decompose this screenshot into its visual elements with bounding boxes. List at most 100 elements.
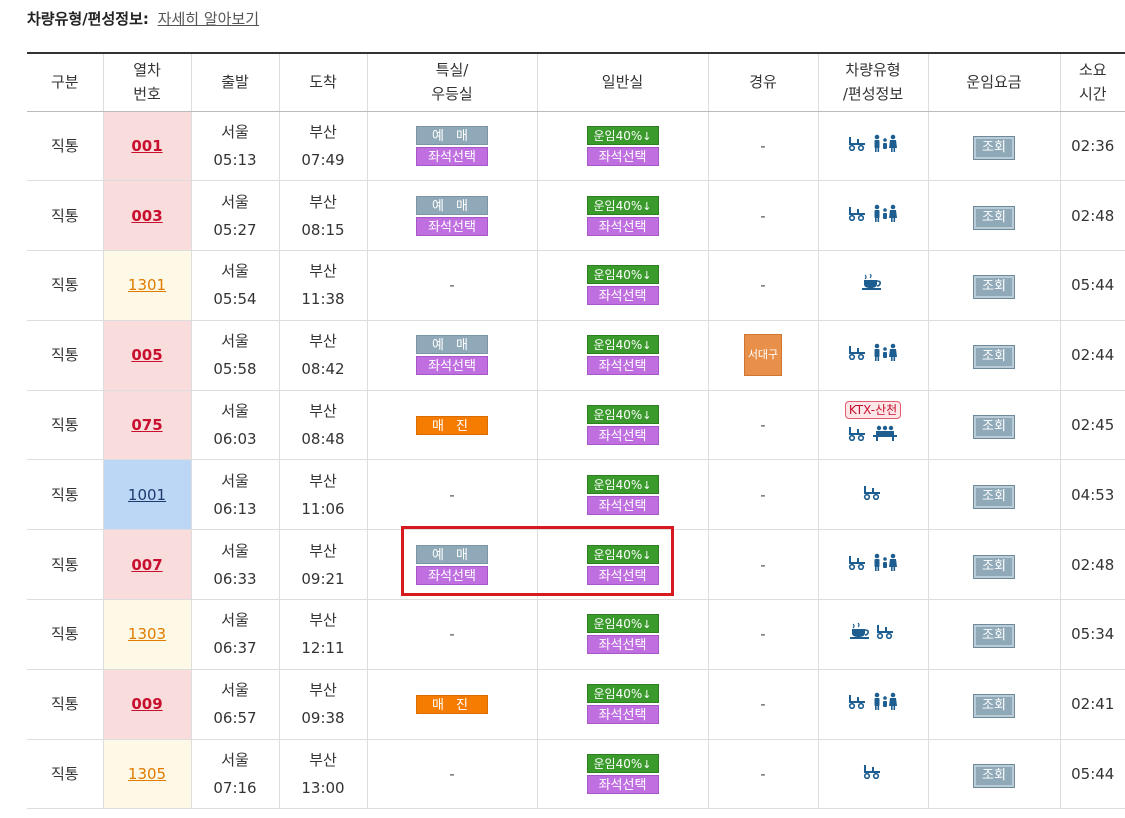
general-discount-button[interactable]: 운임40%↓ xyxy=(586,684,659,704)
family-icon xyxy=(872,204,898,222)
train-no-link[interactable]: 1301 xyxy=(127,276,167,295)
cell-arrive: 부산 07:49 xyxy=(278,111,367,182)
cartype-icons[interactable] xyxy=(848,692,898,711)
train-no-link[interactable]: 007 xyxy=(131,555,163,574)
cell-cartype xyxy=(817,599,928,670)
cell-special: 예 매 좌석선택 xyxy=(366,180,537,252)
learn-more-link[interactable]: 자세히 알아보기 xyxy=(157,10,260,28)
train-no-link[interactable]: 009 xyxy=(131,695,163,714)
cell-depart: 서울 05:13 xyxy=(190,111,279,182)
cartype-icons[interactable] xyxy=(848,425,898,441)
special-seat-select-button[interactable]: 좌석선택 xyxy=(416,565,488,585)
special-reserve-button[interactable]: 예 매 xyxy=(416,195,488,215)
cartype-icons[interactable] xyxy=(850,623,896,640)
col-special: 특실/우등실 xyxy=(366,52,537,112)
general-seat-select-button[interactable]: 좌석선택 xyxy=(586,356,659,376)
special-reserve-button[interactable]: 예 매 xyxy=(416,544,488,564)
table-row: 직통 075 서울 06:03 부산 08:48 매 진 운임40%↓ 좌석선택 - KTX-산천 조… xyxy=(27,390,1125,461)
general-discount-button[interactable]: 운임40%↓ xyxy=(586,125,659,145)
general-discount-button[interactable]: 운임40%↓ xyxy=(586,614,659,634)
cell-depart: 서울 05:58 xyxy=(190,320,279,391)
table-row: 직통 007 서울 06:33 부산 09:21 예 매 좌석선택 운임40%↓ 좌석선택 - 조회 0… xyxy=(27,529,1125,601)
cell-general: 운임40%↓ 좌석선택 xyxy=(536,250,708,321)
wheelchair-icon xyxy=(848,554,868,570)
cartype-icons[interactable] xyxy=(848,204,898,222)
fare-lookup-button[interactable]: 조회 xyxy=(973,554,1015,579)
train-no-link[interactable]: 1303 xyxy=(127,625,167,644)
general-seat-select-button[interactable]: 좌석선택 xyxy=(586,705,659,725)
cell-special: - xyxy=(366,599,537,670)
cell-duration: 02:48 xyxy=(1059,180,1125,252)
fare-lookup-button[interactable]: 조회 xyxy=(973,764,1015,789)
special-none: - xyxy=(449,625,455,644)
general-discount-button[interactable]: 운임40%↓ xyxy=(586,544,659,564)
fare-lookup-button[interactable]: 조회 xyxy=(973,275,1015,300)
fare-lookup-button[interactable]: 조회 xyxy=(973,345,1015,370)
cell-general: 운임40%↓ 좌석선택 xyxy=(536,669,708,740)
cartype-icons[interactable] xyxy=(848,553,898,571)
depart-info: 서울 05:13 xyxy=(192,118,279,174)
cell-fare: 조회 xyxy=(927,669,1060,740)
general-seat-select-button[interactable]: 좌석선택 xyxy=(586,565,659,585)
fare-lookup-button[interactable]: 조회 xyxy=(973,135,1015,160)
general-discount-button[interactable]: 운임40%↓ xyxy=(586,474,659,494)
col-train-no: 열차 번호 xyxy=(102,52,191,112)
fare-lookup-button[interactable]: 조회 xyxy=(973,205,1015,230)
cartype-icons[interactable] xyxy=(848,134,898,152)
fare-lookup-button[interactable]: 조회 xyxy=(973,694,1015,719)
general-seat-select-button[interactable]: 좌석선택 xyxy=(586,216,659,236)
cell-duration: 05:34 xyxy=(1059,599,1125,670)
train-no-link[interactable]: 1001 xyxy=(127,485,167,504)
special-reserve-button[interactable]: 예 매 xyxy=(416,125,488,145)
table-header-row: 구분 열차 번호 출발 도착 특실/우등실 일반실 경유 차량유형/편성정보 운임… xyxy=(27,52,1125,112)
depart-info-station: 서울 xyxy=(221,192,249,211)
special-seat-select-button[interactable]: 좌석선택 xyxy=(416,356,488,376)
train-no-link[interactable]: 001 xyxy=(131,136,163,155)
cartype-icons[interactable] xyxy=(863,484,883,500)
general-seat-select-button[interactable]: 좌석선택 xyxy=(586,286,659,306)
via-station-badge[interactable]: 서대구 xyxy=(744,334,782,377)
cell-arrive: 부산 12:11 xyxy=(278,599,367,670)
train-no-link[interactable]: 075 xyxy=(131,416,163,435)
arrive-info-time: 12:11 xyxy=(301,639,345,658)
cell-depart: 서울 07:16 xyxy=(190,739,279,810)
depart-info-time: 05:58 xyxy=(213,360,257,379)
depart-info: 서울 05:27 xyxy=(192,188,279,244)
general-discount-button[interactable]: 운임40%↓ xyxy=(586,405,659,425)
cell-arrive: 부산 11:06 xyxy=(278,459,367,531)
arrive-info-time: 07:49 xyxy=(301,150,345,169)
col-duration: 소요 시간 xyxy=(1059,52,1125,112)
general-seat-select-button[interactable]: 좌석선택 xyxy=(586,426,659,446)
special-reserve-button[interactable]: 예 매 xyxy=(416,335,488,355)
cell-cartype xyxy=(817,459,928,531)
discount-label: 운임40% xyxy=(593,128,643,143)
via-none: - xyxy=(760,276,766,295)
arrive-info: 부산 13:00 xyxy=(280,746,367,802)
discount-label: 운임40% xyxy=(593,198,643,213)
fare-lookup-button[interactable]: 조회 xyxy=(973,624,1015,649)
general-discount-button[interactable]: 운임40%↓ xyxy=(586,754,659,774)
general-discount-button[interactable]: 운임40%↓ xyxy=(586,335,659,355)
arrive-info: 부산 09:21 xyxy=(280,537,367,593)
cell-arrive: 부산 08:15 xyxy=(278,180,367,252)
col-general: 일반실 xyxy=(536,52,708,112)
special-seat-select-button[interactable]: 좌석선택 xyxy=(416,146,488,166)
train-no-link[interactable]: 003 xyxy=(131,206,163,225)
fare-lookup-button[interactable]: 조회 xyxy=(973,415,1015,440)
cell-depart: 서울 06:03 xyxy=(190,390,279,461)
cell-train-no: 003 xyxy=(102,180,191,252)
general-discount-button[interactable]: 운임40%↓ xyxy=(586,195,659,215)
cartype-icons[interactable] xyxy=(863,763,883,780)
general-seat-select-button[interactable]: 좌석선택 xyxy=(586,775,659,795)
special-seat-select-button[interactable]: 좌석선택 xyxy=(416,216,488,236)
cartype-icons[interactable] xyxy=(862,274,884,291)
general-seat-select-button[interactable]: 좌석선택 xyxy=(586,146,659,166)
train-no-link[interactable]: 005 xyxy=(131,346,163,365)
general-discount-button[interactable]: 운임40%↓ xyxy=(586,265,659,285)
fare-lookup-button[interactable]: 조회 xyxy=(973,484,1015,509)
cartype-icons[interactable] xyxy=(848,343,898,362)
general-seat-select-button[interactable]: 좌석선택 xyxy=(586,635,659,655)
depart-info: 서울 06:03 xyxy=(192,397,279,453)
train-no-link[interactable]: 1305 xyxy=(127,765,167,784)
general-seat-select-button[interactable]: 좌석선택 xyxy=(586,495,659,515)
